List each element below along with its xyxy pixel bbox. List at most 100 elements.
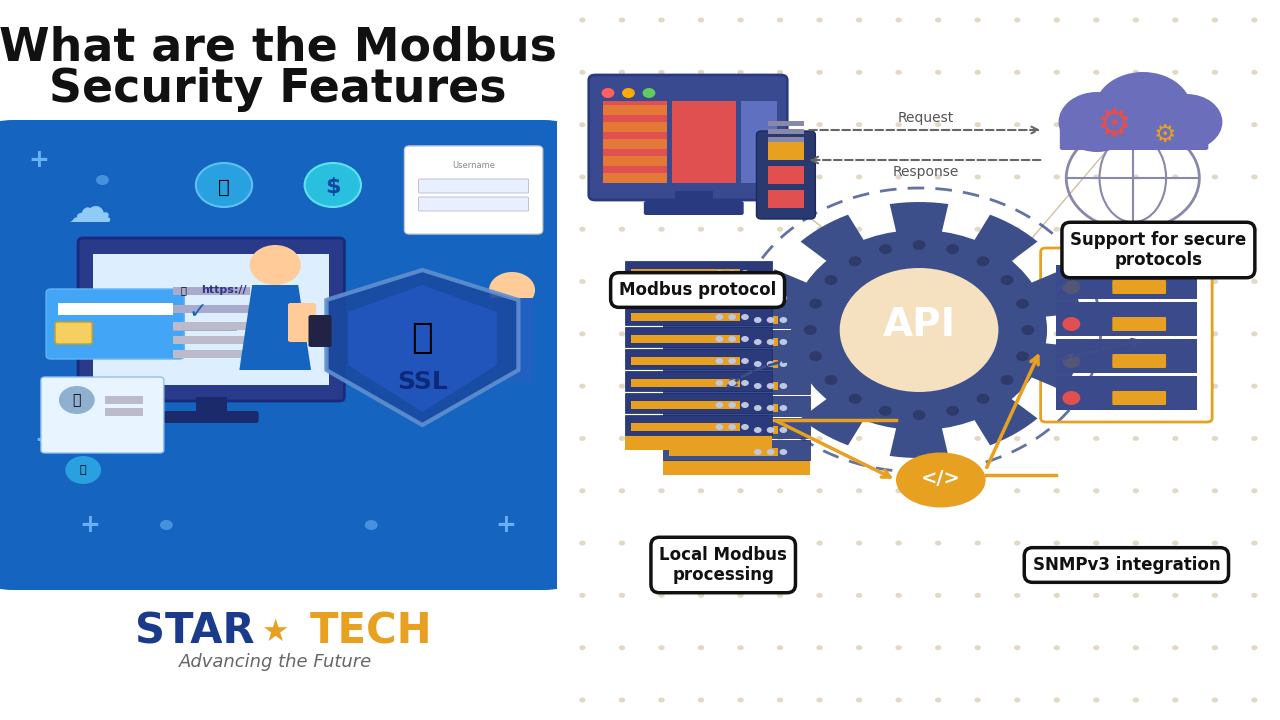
Circle shape [754,449,762,455]
Circle shape [777,279,783,284]
Circle shape [741,358,749,364]
Circle shape [1093,331,1100,336]
FancyBboxPatch shape [631,423,740,431]
Circle shape [777,645,783,650]
Circle shape [1016,351,1029,361]
Circle shape [1014,174,1020,179]
Circle shape [579,174,586,179]
Circle shape [737,488,744,493]
Circle shape [974,593,980,598]
Circle shape [1252,174,1258,179]
Circle shape [817,174,823,179]
Circle shape [658,645,664,650]
Circle shape [974,174,980,179]
Circle shape [728,314,736,320]
Circle shape [1093,227,1100,232]
Circle shape [1093,541,1100,546]
Circle shape [977,394,989,404]
Circle shape [946,406,959,416]
Circle shape [780,427,787,433]
Text: Response: Response [892,165,959,179]
Text: Advancing the Future: Advancing the Future [179,653,371,671]
FancyBboxPatch shape [631,401,740,409]
Circle shape [658,488,664,493]
Circle shape [1172,593,1179,598]
Circle shape [856,279,863,284]
Circle shape [579,436,586,441]
Circle shape [1212,645,1219,650]
Circle shape [1093,488,1100,493]
Circle shape [698,227,704,232]
Circle shape [618,122,625,127]
Circle shape [896,698,902,703]
FancyBboxPatch shape [669,426,778,434]
Circle shape [489,272,535,308]
Circle shape [974,122,980,127]
Circle shape [817,70,823,75]
Circle shape [817,122,823,127]
Circle shape [817,488,823,493]
Circle shape [1133,436,1139,441]
Circle shape [1053,279,1060,284]
Circle shape [896,174,902,179]
FancyBboxPatch shape [631,291,740,299]
Circle shape [1172,436,1179,441]
Circle shape [728,292,736,298]
FancyBboxPatch shape [631,313,740,321]
Circle shape [658,279,664,284]
Circle shape [716,270,723,276]
Circle shape [777,488,783,493]
Circle shape [1212,698,1219,703]
Circle shape [896,331,902,336]
Circle shape [934,70,941,75]
Circle shape [1062,317,1080,331]
Text: Security Features: Security Features [49,68,507,112]
Circle shape [1252,384,1258,389]
Circle shape [658,593,664,598]
Circle shape [934,488,941,493]
Circle shape [1133,279,1139,284]
FancyBboxPatch shape [663,374,810,394]
Circle shape [1014,541,1020,546]
FancyBboxPatch shape [603,139,667,149]
FancyBboxPatch shape [589,75,787,200]
Circle shape [856,331,863,336]
FancyBboxPatch shape [768,121,804,126]
Circle shape [1093,70,1100,75]
Circle shape [1133,227,1139,232]
FancyBboxPatch shape [173,336,250,344]
Circle shape [974,70,980,75]
FancyBboxPatch shape [741,101,777,183]
FancyBboxPatch shape [669,316,778,324]
Text: SNMPv3 integration: SNMPv3 integration [1033,556,1220,574]
FancyBboxPatch shape [1060,116,1208,150]
Circle shape [754,295,762,301]
FancyBboxPatch shape [631,379,740,387]
Circle shape [896,541,902,546]
Circle shape [698,645,704,650]
Circle shape [579,122,586,127]
Circle shape [840,268,998,392]
Circle shape [1093,436,1100,441]
Circle shape [737,645,744,650]
Circle shape [777,541,783,546]
Circle shape [618,541,625,546]
Circle shape [856,593,863,598]
Circle shape [767,295,774,301]
Circle shape [934,645,941,650]
Circle shape [1212,174,1219,179]
Circle shape [817,227,823,232]
FancyBboxPatch shape [1112,317,1166,331]
Text: API: API [882,306,956,344]
Circle shape [728,270,736,276]
FancyBboxPatch shape [768,166,804,184]
Circle shape [817,593,823,598]
Circle shape [1252,488,1258,493]
Circle shape [1014,17,1020,22]
Polygon shape [756,343,812,391]
Circle shape [1212,436,1219,441]
Circle shape [618,645,625,650]
FancyBboxPatch shape [173,287,250,295]
Circle shape [974,17,980,22]
FancyBboxPatch shape [669,448,778,456]
